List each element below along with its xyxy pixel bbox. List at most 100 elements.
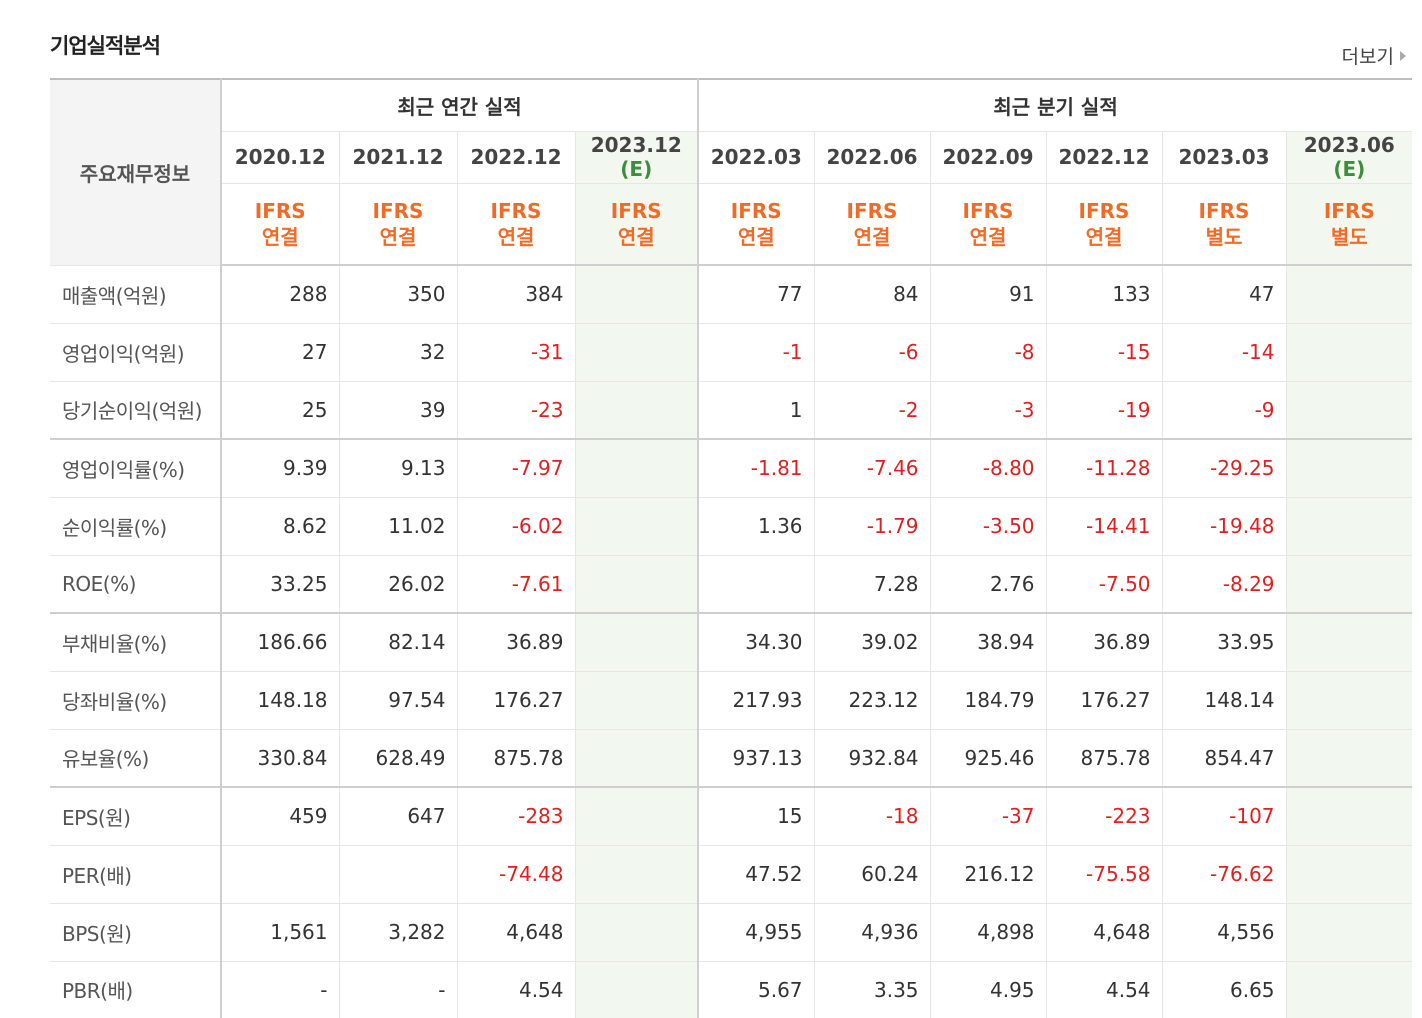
period-header: 2022.12 — [456, 130, 576, 184]
quarter-header: 최근 분기 실적 — [697, 78, 1413, 132]
table-cell: -7.61 — [456, 554, 576, 614]
period-label: 2022.09 — [942, 145, 1034, 169]
table-cell: 1 — [697, 380, 815, 440]
table-cell: 91 — [929, 264, 1047, 324]
accounting-standard: IFRS 연결 — [697, 182, 815, 266]
period-header: 2022.12 — [1045, 130, 1163, 184]
row-label: PBR(배) — [50, 960, 222, 1018]
table-cell: -223 — [1045, 786, 1163, 846]
table-cell: 148.18 — [220, 670, 340, 730]
table-row: EPS(원) 459 647 -283 15 -18 -37 -223 -107 — [50, 786, 1413, 846]
table-row: 매출액(억원) 288 350 384 77 84 91 133 47 — [50, 264, 1413, 324]
table-cell: -8.80 — [929, 438, 1047, 498]
table-cell — [574, 960, 699, 1018]
consolidation-label: 연결 — [617, 224, 655, 249]
table-cell: -11.28 — [1045, 438, 1163, 498]
table-cell — [574, 322, 699, 382]
estimate-tag: (E) — [620, 157, 653, 181]
accounting-standard: IFRS 연결 — [221, 182, 340, 266]
ifrs-label: IFRS — [1323, 198, 1375, 223]
period-label: 2022.06 — [826, 145, 918, 169]
row-label: PER(배) — [50, 844, 222, 904]
table-cell: 133 — [1045, 264, 1163, 324]
main-info-header: 주요재무정보 — [50, 78, 222, 266]
table-cell: -283 — [456, 786, 576, 846]
table-cell: 854.47 — [1161, 728, 1287, 788]
table-cell: -6.02 — [456, 496, 576, 556]
table-cell — [1285, 612, 1413, 672]
table-cell: 34.30 — [697, 612, 815, 672]
accounting-standard: IFRS 연결 — [456, 182, 576, 266]
table-cell — [574, 786, 699, 846]
table-cell — [1285, 786, 1413, 846]
consolidation-label: 연결 — [969, 224, 1007, 249]
row-label: EPS(원) — [50, 786, 222, 846]
table-cell: -1 — [697, 322, 815, 382]
period-header: 2022.06 — [813, 130, 931, 184]
accounting-standard: IFRS 연결 — [813, 182, 931, 266]
table-cell: 932.84 — [813, 728, 931, 788]
table-cell: 36.89 — [456, 612, 576, 672]
table-cell: 628.49 — [338, 728, 458, 788]
row-label: 부채비율(%) — [50, 612, 222, 672]
table-cell: 2.76 — [929, 554, 1047, 614]
table-cell: 11.02 — [338, 496, 458, 556]
table-cell: 4,648 — [456, 902, 576, 962]
table-cell: 4.54 — [1045, 960, 1163, 1018]
table-row: 유보율(%) 330.84 628.49 875.78 937.13 932.84 925.… — [50, 728, 1413, 788]
table-cell: -6 — [813, 322, 931, 382]
table-cell — [574, 902, 699, 962]
table-cell: -14 — [1161, 322, 1287, 382]
table-cell: 26.02 — [338, 554, 458, 614]
table-cell: 925.46 — [929, 728, 1047, 788]
accounting-standard: IFRS 연결 — [574, 182, 699, 266]
table-cell: -75.58 — [1045, 844, 1163, 904]
accounting-standard: IFRS 연결 — [929, 182, 1047, 266]
table-cell: 223.12 — [813, 670, 931, 730]
table-cell: 39 — [338, 380, 458, 440]
table-row: 영업이익률(%) 9.39 9.13 -7.97 -1.81 -7.46 -8.80 -11.… — [50, 438, 1413, 498]
table-cell: 350 — [338, 264, 458, 324]
table-cell: 32 — [338, 322, 458, 382]
table-cell: 1,561 — [220, 902, 340, 962]
table-cell: -37 — [929, 786, 1047, 846]
period-header: 2022.03 — [697, 130, 815, 184]
table-cell: 184.79 — [929, 670, 1047, 730]
period-label: 2023.06 — [1303, 133, 1395, 157]
table-cell: 15 — [697, 786, 815, 846]
table-cell — [574, 670, 699, 730]
table-row: 당기순이익(억원) 25 39 -23 1 -2 -3 -19 -9 — [50, 380, 1413, 440]
table-cell — [574, 264, 699, 324]
table-cell: -74.48 — [456, 844, 576, 904]
table-cell: 647 — [338, 786, 458, 846]
period-label: 2023.03 — [1178, 145, 1270, 169]
table-cell: -8.29 — [1161, 554, 1287, 614]
ifrs-label: IFRS — [254, 198, 306, 223]
table-row: 영업이익(억원) 27 32 -31 -1 -6 -8 -15 -14 — [50, 322, 1413, 382]
more-link[interactable]: 더보기 — [1342, 42, 1406, 69]
ifrs-label: IFRS — [372, 198, 424, 223]
table-cell: -23 — [456, 380, 576, 440]
ifrs-label: IFRS — [610, 198, 662, 223]
table-cell: - — [338, 960, 458, 1018]
accounting-standard: IFRS 연결 — [338, 182, 458, 266]
table-cell — [574, 612, 699, 672]
table-cell — [1285, 380, 1413, 440]
table-cell: 4,936 — [813, 902, 931, 962]
period-header: 2020.12 — [221, 130, 340, 184]
table-cell: 875.78 — [1045, 728, 1163, 788]
table-cell: -31 — [456, 322, 576, 382]
table-cell: 60.24 — [813, 844, 931, 904]
row-label: 영업이익률(%) — [50, 438, 222, 498]
table-row: 순이익률(%) 8.62 11.02 -6.02 1.36 -1.79 -3.50 -14.4… — [50, 496, 1413, 556]
table-cell — [574, 438, 699, 498]
period-label: 2021.12 — [352, 145, 444, 169]
row-label: BPS(원) — [50, 902, 222, 962]
table-cell: 4,648 — [1045, 902, 1163, 962]
consolidation-label: 연결 — [737, 224, 775, 249]
table-cell: -2 — [813, 380, 931, 440]
table-cell: 82.14 — [338, 612, 458, 672]
table-cell: -1.81 — [697, 438, 815, 498]
consolidation-label: 연결 — [853, 224, 891, 249]
table-cell: 1.36 — [697, 496, 815, 556]
